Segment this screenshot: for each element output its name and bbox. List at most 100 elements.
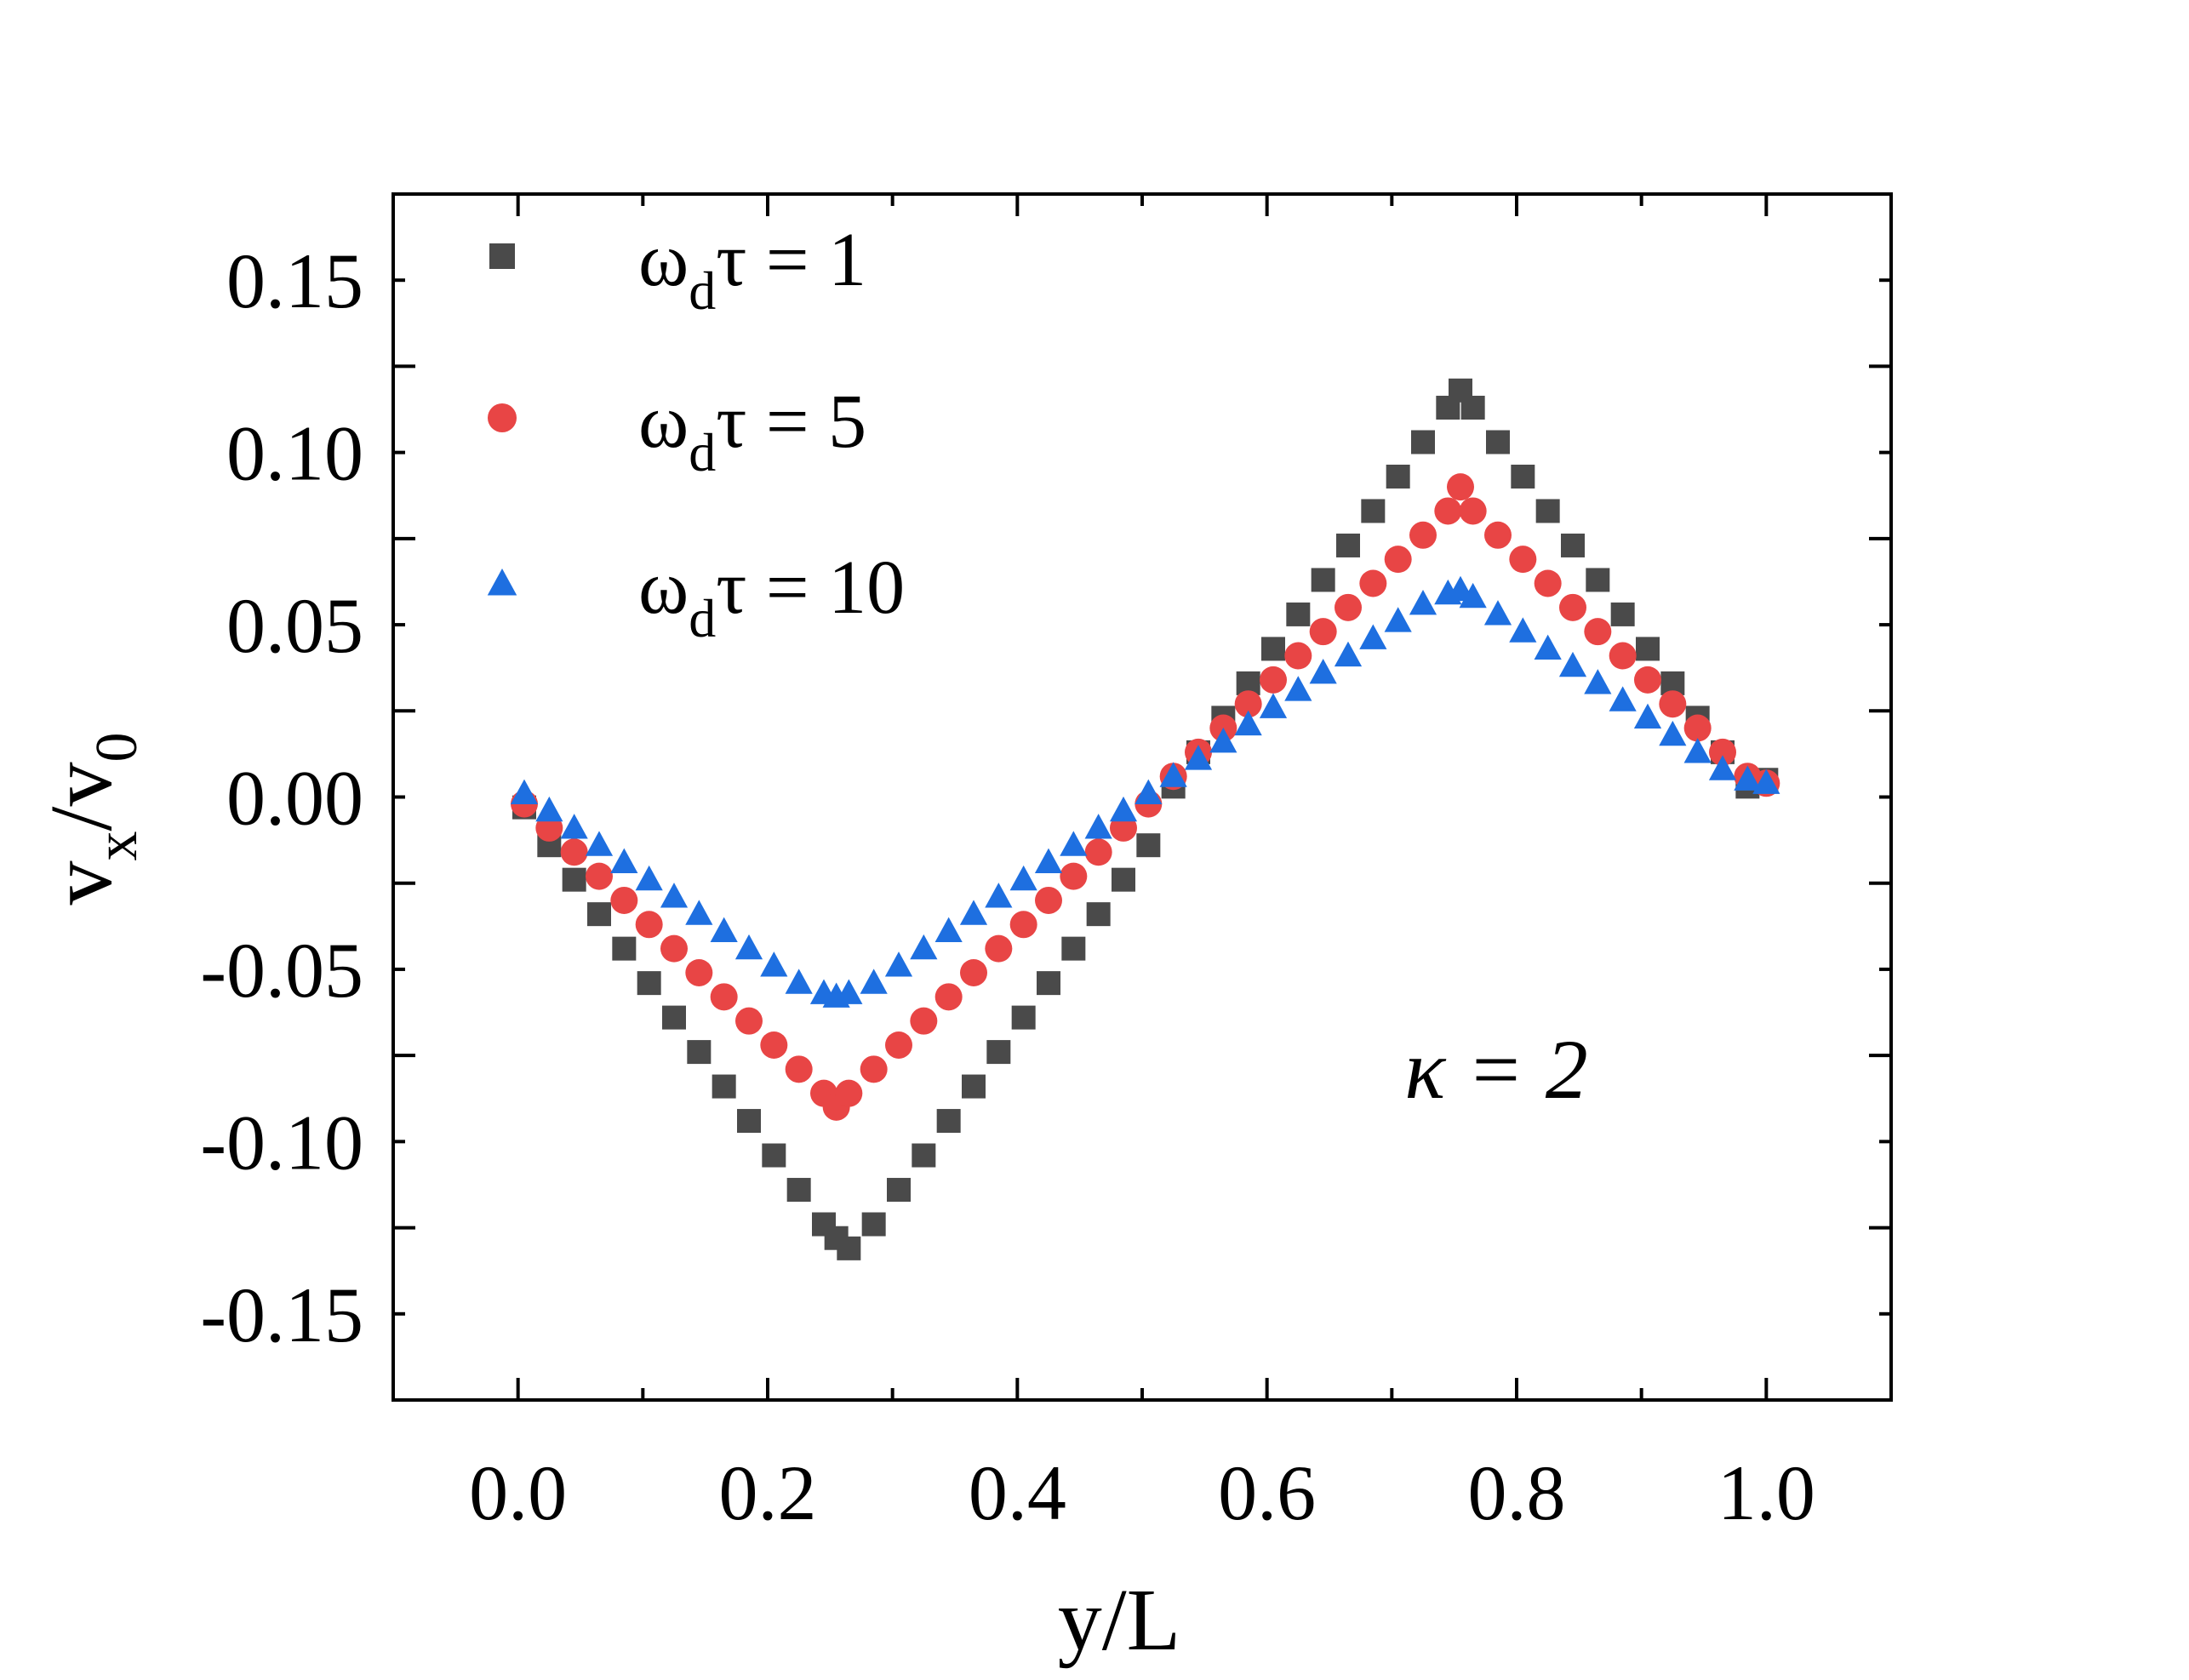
series-3-point [1708, 755, 1737, 780]
series-3-point [1409, 589, 1437, 615]
series-3-point [660, 883, 689, 908]
series-2-point [685, 958, 713, 986]
series-1-point [1411, 430, 1435, 454]
series-1-point [1511, 464, 1535, 489]
y-tick-label: 0.10 [226, 410, 363, 497]
series-2-point [985, 934, 1013, 963]
series-1-point [1136, 833, 1161, 858]
series-2-point [735, 1007, 763, 1035]
series-1-point [1636, 637, 1660, 661]
series-3-point [1459, 582, 1487, 609]
series-1-point [562, 867, 586, 892]
series-2-point [1384, 546, 1412, 574]
y-axis-title: vx/v0 [32, 733, 150, 906]
series-3-point [560, 814, 588, 839]
series-2-point [1009, 911, 1037, 939]
series-2-point [1709, 738, 1736, 766]
series-1-point [887, 1178, 911, 1203]
legend-label-2: ωdτ = 5 [638, 380, 866, 483]
series-2-point [1434, 497, 1462, 525]
series-3-point [1584, 669, 1612, 694]
series-1-point [912, 1143, 936, 1168]
series-1-point [1037, 971, 1060, 996]
y-axis-title-slash: /v [32, 763, 130, 831]
series-1-point [1086, 902, 1111, 927]
series-1-point [1535, 499, 1560, 523]
legend-item-2: ωdτ = 5 [488, 380, 866, 483]
series-3-point [1284, 676, 1312, 701]
legend-marker-3 [487, 569, 517, 596]
series-2 [511, 473, 1780, 1121]
series-2-point [1084, 838, 1112, 866]
legend-label-3: ωdτ = 10 [638, 546, 905, 649]
series-3-point [1534, 634, 1562, 660]
series-2-point [1534, 569, 1562, 597]
series-3-point [1334, 641, 1363, 667]
series-1-point [837, 1236, 861, 1260]
series-1-point [1386, 464, 1410, 489]
series-1-point [962, 1074, 986, 1099]
legend-omega: ω [638, 546, 689, 630]
series-3-point [1184, 745, 1213, 770]
series-2-point [860, 1055, 888, 1083]
series-1-point [737, 1109, 761, 1134]
series-1-point [1460, 396, 1485, 420]
series-3-point [1659, 720, 1687, 746]
x-tick-label: 0.6 [1218, 1449, 1316, 1536]
series-1-point [861, 1212, 886, 1237]
series-1-point [712, 1074, 736, 1099]
x-axis-title: y/L [1058, 1571, 1180, 1669]
series-2-point [1359, 569, 1387, 597]
series-3-point [1309, 658, 1337, 684]
series-3-point [734, 934, 763, 960]
series-1-point [1336, 533, 1360, 557]
series-1-point [1586, 568, 1610, 592]
series-2-point [1060, 862, 1088, 890]
series-2-point [785, 1055, 813, 1083]
series-2-point [1309, 618, 1337, 646]
series-3-point [535, 796, 563, 822]
series-1-point [1561, 533, 1585, 557]
y-tick-label: -0.10 [200, 1099, 363, 1186]
legend-omega: ω [638, 218, 689, 302]
series-3-point [860, 969, 888, 994]
series-3-point [1209, 727, 1237, 753]
series-2-point [1035, 886, 1062, 914]
series-3-point [1483, 600, 1512, 626]
series-1-point [1610, 602, 1635, 626]
series-2-point [1234, 690, 1262, 718]
series-1-point [687, 1040, 712, 1065]
series-2-point [1584, 618, 1612, 646]
y-tick-label: 0.15 [226, 237, 363, 324]
series-3-point [710, 917, 738, 942]
series-3-point [884, 951, 913, 977]
series-3-point [1509, 617, 1537, 643]
series-2-point [1409, 521, 1437, 549]
series-1-point [1311, 568, 1335, 592]
series-2-point [560, 838, 588, 866]
series-2-point [610, 886, 638, 914]
series-2-point [1260, 666, 1287, 694]
x-tick-label: 1.0 [1717, 1449, 1815, 1536]
series-2-point [1459, 497, 1487, 525]
legend-rest: τ = 1 [716, 218, 866, 302]
series-2-point [660, 934, 688, 963]
series-3-point [985, 883, 1013, 908]
y-axis-title-sub2: 0 [84, 733, 150, 763]
series-3-point [1734, 765, 1762, 791]
series-2-point [1284, 642, 1312, 670]
series-2-point [934, 983, 963, 1011]
x-tick-label: 0.0 [469, 1449, 567, 1536]
series-2-point [1609, 642, 1637, 670]
series-1-point [1261, 637, 1285, 661]
series-3-point [785, 969, 813, 994]
series-2-point [910, 1007, 938, 1035]
series-3-point [585, 831, 614, 856]
y-tick-label: -0.05 [200, 927, 363, 1014]
kappa-annotation: κ = 2 [1404, 1022, 1587, 1117]
legend-marker-2 [488, 403, 517, 432]
series-3-point [1034, 848, 1063, 874]
series-2-point [1509, 546, 1537, 574]
